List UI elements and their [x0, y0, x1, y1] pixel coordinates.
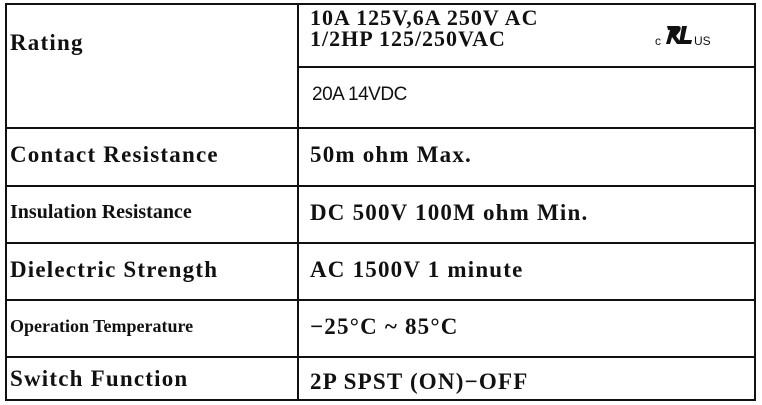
row-label: Rating [10, 30, 84, 55]
ul-logo [666, 26, 692, 44]
row-value: AC 1500V 1 minute [310, 257, 524, 282]
row-label: Dielectric Strength [10, 257, 219, 282]
row-label: Insulation Resistance [10, 201, 192, 223]
row-divider [5, 242, 756, 244]
row-divider [297, 66, 756, 68]
row-label: Switch Function [10, 366, 189, 391]
row-divider [5, 299, 756, 301]
rating-line: 1/2HP 125/250VAC [310, 26, 506, 51]
row-divider [5, 356, 756, 358]
ul-suffix: us [694, 34, 711, 48]
rating-line: 10A 125V,6A 250V AC [310, 5, 539, 30]
row-value: DC 500V 100M ohm Min. [310, 200, 589, 225]
row-label: Operation Temperature [10, 316, 194, 336]
ul-prefix: c [655, 34, 661, 48]
table-border [5, 3, 756, 401]
rating-dc: 20A 14VDC [312, 84, 407, 105]
row-divider [5, 185, 756, 187]
row-divider [5, 127, 756, 129]
row-value: 50m ohm Max. [310, 142, 472, 167]
row-label: Contact Resistance [10, 142, 219, 167]
column-divider [297, 3, 299, 401]
row-value: −25°C ~ 85°C [310, 314, 459, 339]
row-value: 2P SPST (ON)−OFF [310, 369, 529, 394]
